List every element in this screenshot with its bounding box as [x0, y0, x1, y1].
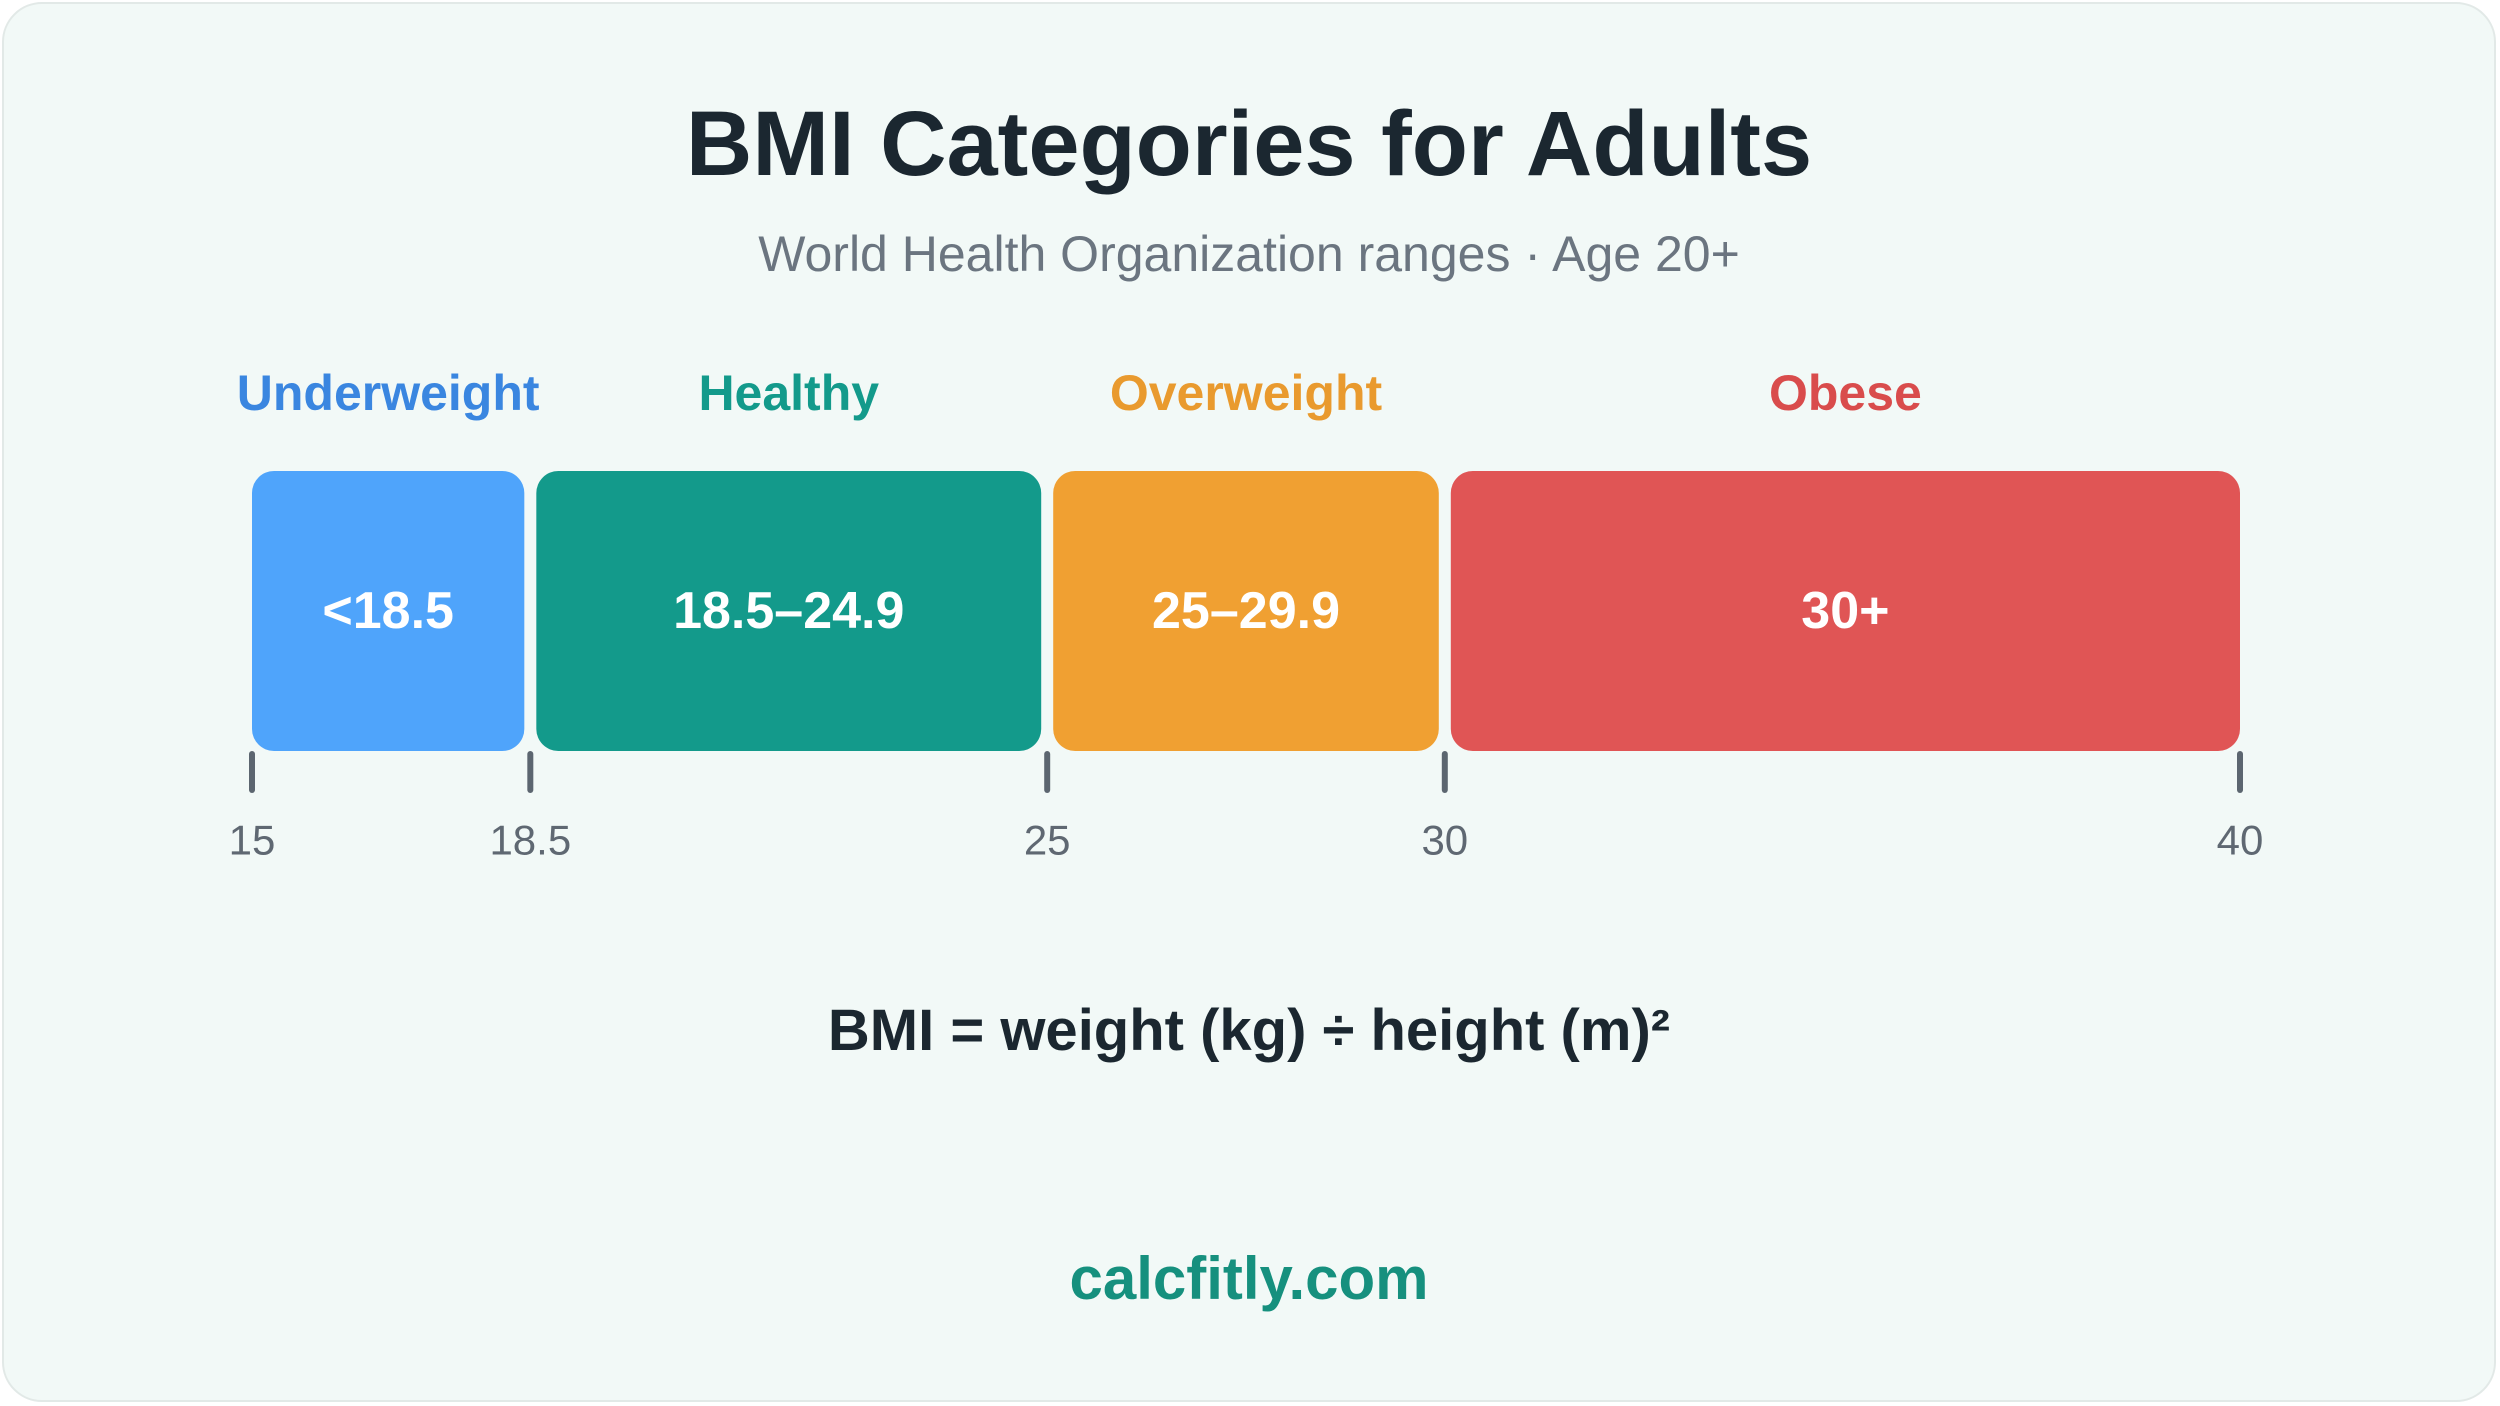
category-label-overweight: Overweight: [1110, 365, 1383, 421]
bmi-range-chart: Underweight Healthy Overweight Obese <18.5 1…: [229, 365, 2264, 864]
bmi-axis: 15 18.5 25 30 40: [229, 751, 2264, 864]
segment-value-label-healthy: 18.5–24.9: [673, 582, 904, 640]
chart-subtitle: World Health Organization ranges · Age 2…: [758, 226, 1740, 282]
category-label-underweight: Underweight: [237, 365, 540, 421]
segment-obese: [1450, 471, 2240, 751]
chart-title: BMI Categories for Adults: [685, 93, 1813, 195]
brand-link[interactable]: calcfitly.com: [1069, 1245, 1429, 1312]
segment-healthy: [536, 471, 1042, 751]
segment-underweight: [252, 471, 525, 751]
category-label-obese: Obese: [1769, 365, 1922, 421]
segment-overweight: [1053, 471, 1439, 751]
axis-tick-label-40: 40: [2217, 817, 2264, 864]
axis-tick-label-30: 30: [1421, 817, 1468, 864]
segment-value-label-underweight: <18.5: [322, 582, 454, 640]
bmi-segments: <18.5 18.5–24.9 25–29.9 30+: [252, 471, 2240, 751]
axis-tick-label-15: 15: [229, 817, 276, 864]
category-labels: Underweight Healthy Overweight Obese: [237, 365, 1922, 421]
segment-value-label-overweight: 25–29.9: [1152, 582, 1340, 640]
axis-tick-label-25: 25: [1024, 817, 1071, 864]
category-label-healthy: Healthy: [698, 365, 879, 421]
axis-tick-label-18-5: 18.5: [489, 817, 571, 864]
bmi-formula: BMI = weight (kg) ÷ height (m)²: [827, 998, 1671, 1063]
segment-value-label-obese: 30+: [1801, 582, 1889, 640]
